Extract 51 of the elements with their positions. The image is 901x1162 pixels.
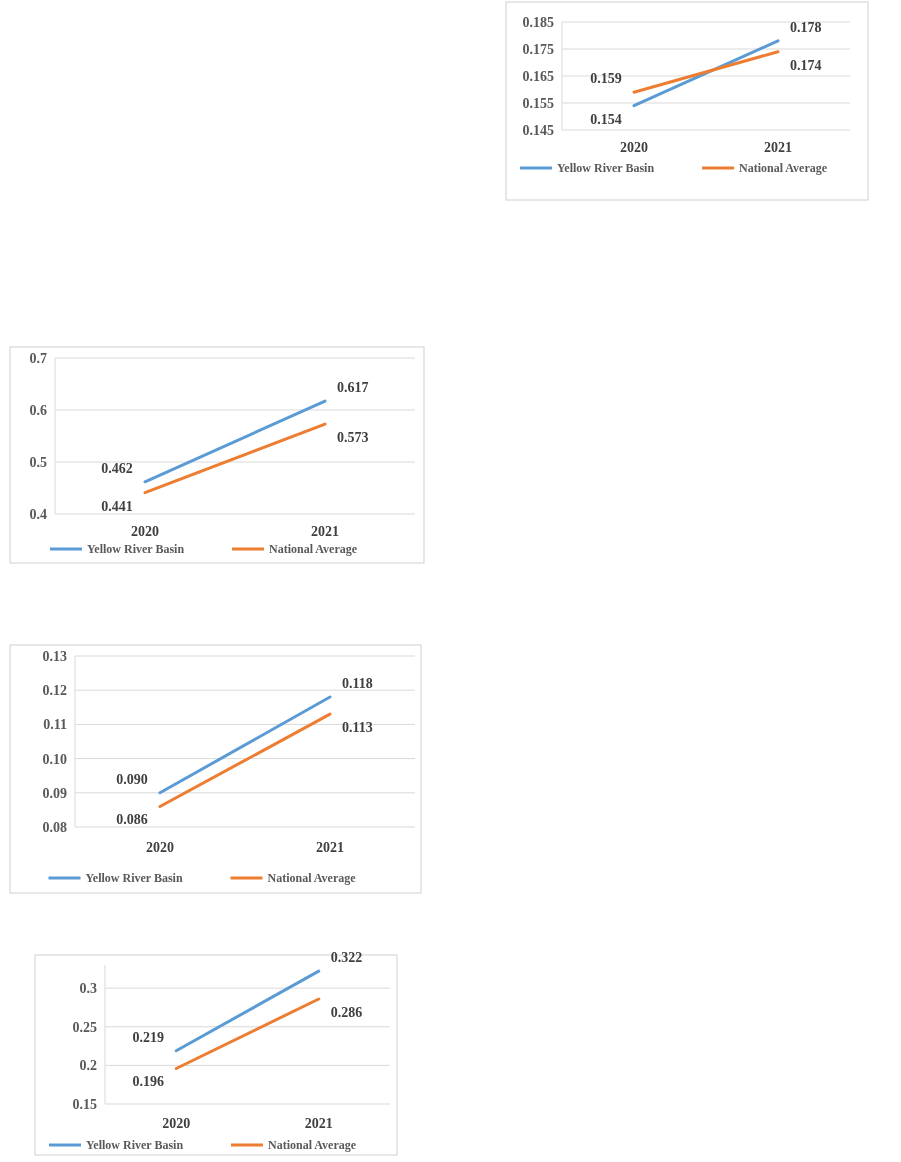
data-label: 0.617	[337, 380, 369, 396]
data-label: 0.441	[101, 498, 133, 514]
legend-label: Yellow River Basin	[87, 542, 185, 556]
x-tick-label: 2020	[131, 524, 159, 539]
data-label: 0.322	[330, 950, 363, 966]
y-tick-label: 0.145	[522, 123, 554, 138]
legend-label: National Average	[269, 542, 358, 556]
x-tick-label: 2020	[620, 140, 648, 155]
data-label: 0.086	[116, 812, 148, 828]
y-tick-label: 0.185	[522, 15, 554, 30]
legend-label: National Average	[739, 161, 828, 175]
legend-label: Yellow River Basin	[86, 1138, 184, 1152]
data-label: 0.286	[330, 1004, 363, 1020]
y-tick-label: 0.10	[42, 751, 67, 767]
y-tick-label: 0.7	[29, 351, 47, 366]
y-tick-label: 0.6	[29, 403, 47, 418]
data-label: 0.118	[342, 676, 373, 692]
x-tick-label: 2020	[146, 840, 174, 855]
y-tick-label: 0.2	[79, 1058, 97, 1074]
data-label: 0.174	[790, 57, 822, 73]
y-tick-label: 0.08	[42, 820, 67, 835]
data-label: 0.113	[342, 720, 373, 736]
data-label: 0.159	[590, 71, 622, 87]
data-label: 0.573	[337, 430, 369, 446]
y-tick-label: 0.25	[72, 1019, 97, 1035]
y-tick-label: 0.15	[72, 1097, 97, 1112]
data-label: 0.219	[132, 1029, 164, 1045]
y-tick-label: 0.12	[42, 683, 67, 699]
data-label: 0.178	[790, 19, 822, 35]
y-tick-label: 0.175	[522, 42, 554, 57]
data-label: 0.154	[590, 111, 622, 127]
y-tick-label: 0.155	[522, 96, 554, 111]
y-tick-label: 0.5	[29, 455, 47, 470]
data-label: 0.196	[132, 1074, 164, 1090]
y-tick-label: 0.13	[42, 649, 67, 664]
x-tick-label: 2021	[311, 524, 339, 539]
legend-label: National Average	[268, 1138, 357, 1152]
y-tick-label: 0.3	[79, 981, 97, 997]
legend-label: Yellow River Basin	[557, 161, 655, 175]
x-tick-label: 2021	[316, 840, 344, 855]
x-tick-label: 2021	[764, 140, 792, 155]
legend-label: Yellow River Basin	[85, 871, 183, 885]
legend-label: National Average	[267, 871, 357, 885]
y-tick-label: 0.09	[42, 785, 67, 801]
data-label: 0.462	[101, 460, 133, 476]
y-tick-label: 0.4	[29, 507, 47, 522]
x-tick-label: 2021	[304, 1116, 333, 1131]
x-tick-label: 2020	[162, 1116, 191, 1131]
y-tick-label: 0.11	[43, 717, 67, 733]
data-label: 0.090	[116, 771, 148, 787]
y-tick-label: 0.165	[522, 69, 554, 84]
